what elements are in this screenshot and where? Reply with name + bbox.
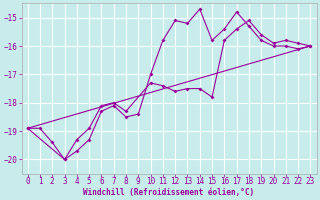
- X-axis label: Windchill (Refroidissement éolien,°C): Windchill (Refroidissement éolien,°C): [84, 188, 255, 197]
